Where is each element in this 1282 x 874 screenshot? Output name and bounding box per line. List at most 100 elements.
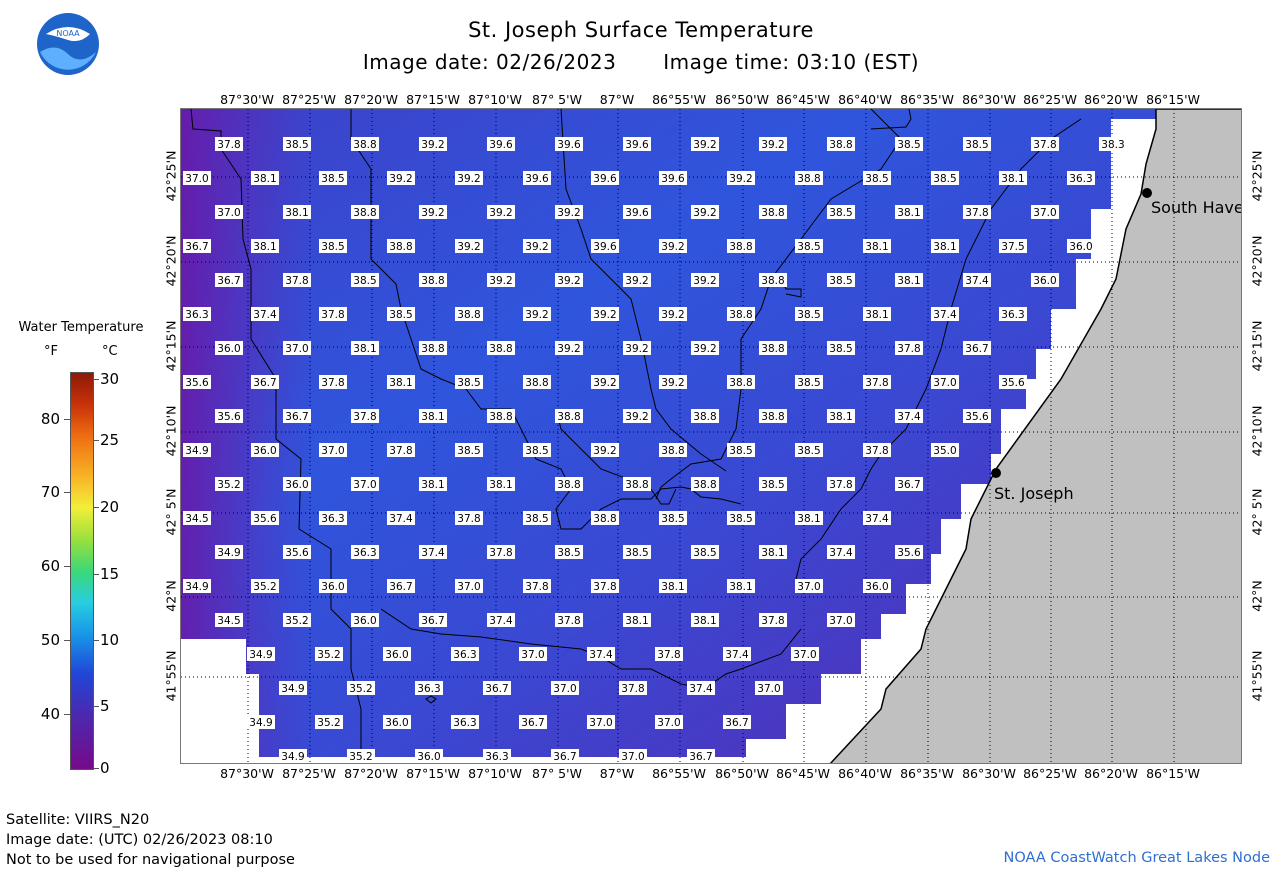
temperature-value: 37.8 bbox=[865, 377, 888, 389]
temperature-cell: 39.2 bbox=[455, 239, 483, 253]
temperature-cell: 36.7 bbox=[283, 409, 311, 423]
temperature-value: 37.4 bbox=[897, 411, 921, 423]
temperature-value: 39.6 bbox=[489, 139, 513, 151]
temperature-cell: 37.0 bbox=[351, 477, 379, 491]
temperature-cell: 36.0 bbox=[251, 443, 279, 457]
temperature-value: 37.8 bbox=[353, 411, 376, 423]
temperature-value: 37.0 bbox=[457, 581, 480, 593]
temperature-cell: 35.6 bbox=[999, 375, 1027, 389]
temperature-value: 34.9 bbox=[185, 445, 208, 457]
temperature-cell: 38.8 bbox=[419, 341, 447, 355]
temperature-cell: 38.8 bbox=[351, 205, 379, 219]
temperature-value: 38.5 bbox=[965, 139, 988, 151]
temperature-value: 38.8 bbox=[557, 479, 580, 491]
temperature-cell: 36.7 bbox=[183, 239, 211, 253]
legend-colorbar bbox=[70, 372, 94, 770]
temperature-value: 38.5 bbox=[557, 547, 580, 559]
temperature-value: 39.2 bbox=[693, 207, 716, 219]
temperature-cell: 39.2 bbox=[623, 341, 651, 355]
temperature-cell: 37.8 bbox=[555, 613, 583, 627]
temperature-cell: 36.7 bbox=[419, 613, 447, 627]
temperature-value: 38.8 bbox=[761, 343, 784, 355]
temperature-cell: 38.8 bbox=[455, 307, 483, 321]
temperature-value: 36.7 bbox=[965, 343, 988, 355]
south-haven-marker bbox=[1142, 188, 1152, 198]
temperature-cell: 36.7 bbox=[551, 749, 579, 763]
temperature-cell: 38.5 bbox=[759, 477, 787, 491]
temperature-cell: 38.8 bbox=[523, 375, 551, 389]
temperature-cell: 36.7 bbox=[387, 579, 415, 593]
temperature-value: 36.7 bbox=[389, 581, 412, 593]
svg-text:NOAA: NOAA bbox=[56, 29, 80, 38]
temperature-cell: 39.2 bbox=[419, 137, 447, 151]
map-title: St. Joseph Surface Temperature bbox=[468, 18, 814, 42]
temperature-value: 36.3 bbox=[485, 751, 508, 763]
temperature-cell: 37.4 bbox=[387, 511, 415, 525]
temperature-value: 38.5 bbox=[525, 445, 548, 457]
temperature-cell: 37.4 bbox=[863, 511, 891, 525]
longitude-labels-top: 87°30'W 87°25'W 87°20'W 87°15'W 87°10'W 87° 5… bbox=[180, 92, 1242, 108]
temperature-cell: 36.0 bbox=[1067, 239, 1095, 253]
temperature-cell: 35.6 bbox=[251, 511, 279, 525]
legend-unit-f: °F bbox=[44, 344, 58, 359]
temperature-value: 38.5 bbox=[933, 173, 956, 185]
temperature-value: 36.7 bbox=[725, 717, 748, 729]
temperature-cell: 37.8 bbox=[283, 273, 311, 287]
temperature-value: 38.8 bbox=[557, 411, 580, 423]
temperature-value: 38.8 bbox=[797, 173, 820, 185]
temperature-value: 38.5 bbox=[661, 513, 684, 525]
latitude-label: 42°25'N bbox=[163, 150, 179, 202]
temperature-value: 37.8 bbox=[321, 309, 344, 321]
temperature-value: 37.0 bbox=[621, 751, 644, 763]
temperature-cell: 34.5 bbox=[183, 511, 211, 525]
temperature-value: 36.7 bbox=[897, 479, 920, 491]
legend-c-tick: 10 bbox=[100, 631, 120, 649]
temperature-cell: 38.8 bbox=[759, 409, 787, 423]
temperature-value: 38.1 bbox=[1001, 173, 1024, 185]
temperature-cell: 36.7 bbox=[251, 375, 279, 389]
temperature-value: 36.0 bbox=[385, 649, 408, 661]
temperature-value: 39.6 bbox=[593, 173, 617, 185]
temperature-value: 37.8 bbox=[897, 343, 920, 355]
temperature-value: 37.0 bbox=[285, 343, 308, 355]
temperature-cell: 38.5 bbox=[795, 375, 823, 389]
temperature-value: 36.7 bbox=[553, 751, 576, 763]
temperature-value: 37.4 bbox=[933, 309, 957, 321]
temperature-cell: 39.2 bbox=[419, 205, 447, 219]
temperature-cell: 38.1 bbox=[895, 205, 923, 219]
temperature-cell: 34.9 bbox=[247, 715, 275, 729]
temperature-cell: 36.0 bbox=[1031, 273, 1059, 287]
temperature-value: 36.7 bbox=[689, 751, 712, 763]
temperature-value: 38.8 bbox=[729, 377, 752, 389]
temperature-cell: 39.2 bbox=[555, 205, 583, 219]
temperature-cell: 38.5 bbox=[863, 171, 891, 185]
temperature-cell: 36.0 bbox=[383, 647, 411, 661]
temperature-value: 39.2 bbox=[693, 275, 716, 287]
temperature-value: 37.0 bbox=[321, 445, 344, 457]
longitude-label: 86°15'W bbox=[1146, 766, 1200, 781]
legend-title: Water Temperature bbox=[18, 320, 144, 335]
temperature-cell: 39.2 bbox=[487, 205, 515, 219]
temperature-value: 37.4 bbox=[253, 309, 277, 321]
temperature-cell: 35.0 bbox=[931, 443, 959, 457]
temperature-value: 38.1 bbox=[285, 207, 308, 219]
longitude-label: 87°15'W bbox=[406, 766, 460, 781]
temperature-value: 39.6 bbox=[593, 241, 617, 253]
st-joseph-label: St. Joseph bbox=[994, 484, 1074, 503]
temperature-cell: 38.8 bbox=[659, 443, 687, 457]
temperature-value: 36.0 bbox=[321, 581, 344, 593]
longitude-label: 86°55'W bbox=[652, 92, 706, 107]
temperature-value: 37.0 bbox=[353, 479, 376, 491]
temperature-value: 39.2 bbox=[625, 343, 648, 355]
temperature-value: 38.8 bbox=[693, 411, 716, 423]
temperature-value: 38.5 bbox=[389, 309, 412, 321]
temperature-value: 39.2 bbox=[661, 241, 684, 253]
temperature-value: 38.1 bbox=[933, 241, 956, 253]
latitude-label: 42° 5'N bbox=[163, 488, 179, 536]
temperature-value: 38.1 bbox=[661, 581, 684, 593]
temperature-cell: 37.8 bbox=[827, 477, 855, 491]
temperature-cell: 37.8 bbox=[863, 375, 891, 389]
temperature-value: 38.1 bbox=[625, 615, 648, 627]
temperature-cell: 38.1 bbox=[759, 545, 787, 559]
temperature-cell: 38.8 bbox=[351, 137, 379, 151]
